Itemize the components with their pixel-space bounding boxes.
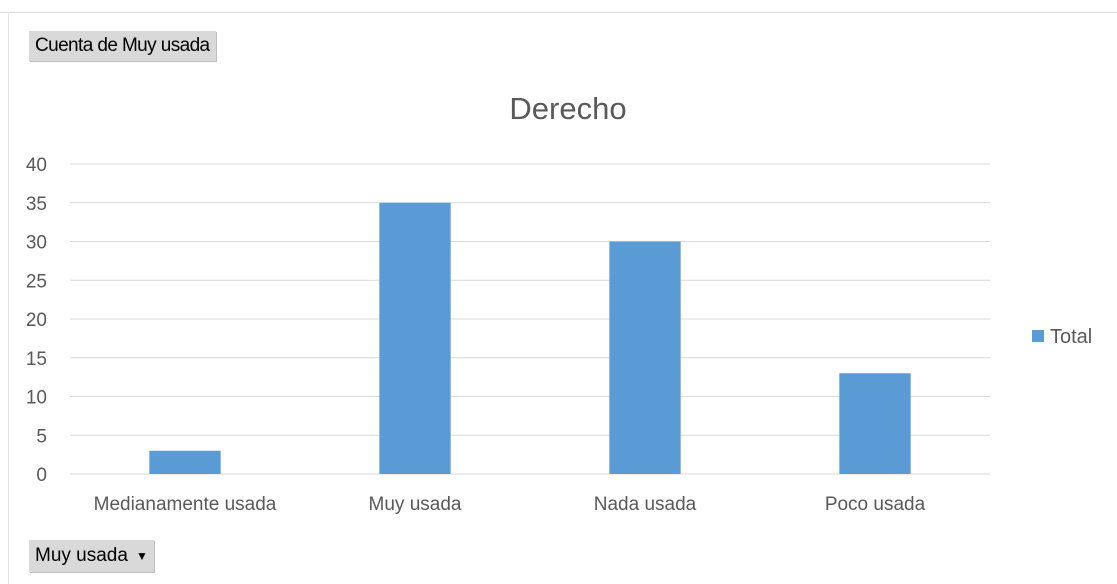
x-axis-tick-labels: Medianamente usada Muy usada Nada usada Poc… [94,494,926,515]
pivot-axis-field-button[interactable]: Muy usada ▼ [29,540,154,572]
y-axis-tick-labels: 0 5 10 15 20 25 30 35 40 [26,155,47,486]
y-tick-label: 15 [26,349,47,370]
pivot-value-field-label: Cuenta de Muy usada [35,35,210,56]
y-tick-label: 20 [26,310,47,331]
y-tick-label: 0 [36,465,47,486]
y-tick-label: 35 [26,194,47,215]
pivot-axis-field-label: Muy usada [35,545,128,567]
y-tick-label: 30 [26,233,47,254]
y-tick-label: 40 [26,155,47,176]
y-tick-label: 10 [26,388,47,409]
bar[interactable] [149,450,221,474]
chart-frame-left-border [8,12,9,584]
x-tick-label: Nada usada [594,494,697,515]
bar[interactable] [379,202,451,474]
y-tick-label: 25 [26,271,47,292]
caret-down-icon[interactable]: ▼ [135,549,148,563]
bars [149,202,911,475]
legend-label: Total [1050,326,1092,348]
legend-swatch [1032,330,1044,342]
legend[interactable]: Total [1032,326,1092,348]
x-tick-label: Medianamente usada [94,494,277,515]
pivot-value-field-button[interactable]: Cuenta de Muy usada [29,31,216,61]
gridlines [70,163,990,475]
x-tick-label: Poco usada [825,494,926,515]
x-tick-label: Muy usada [369,494,462,515]
chart-title: Derecho [509,91,626,126]
y-tick-label: 5 [36,426,47,447]
bar[interactable] [839,373,911,474]
chart-frame-top-border [0,12,1117,13]
bar[interactable] [609,241,681,475]
